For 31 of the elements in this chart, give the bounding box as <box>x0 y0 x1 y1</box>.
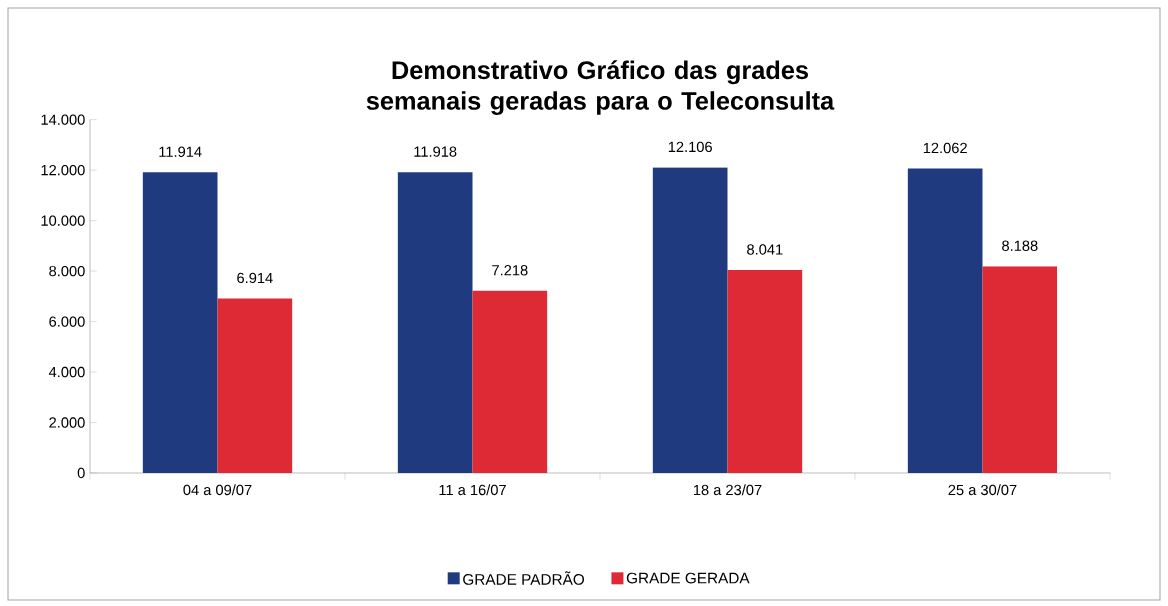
data-label: 11.914 <box>159 146 202 157</box>
y-tick-label: 4.000 <box>48 366 85 378</box>
data-label: 11.918 <box>414 146 457 157</box>
data-label: 12.106 <box>668 141 712 153</box>
bar <box>907 168 983 473</box>
bar <box>727 270 803 473</box>
bar <box>472 290 548 473</box>
y-tick-label: 2.000 <box>49 417 85 428</box>
bar <box>397 172 473 473</box>
bar <box>217 298 293 473</box>
y-tick-label: 14.000 <box>41 114 85 125</box>
data-label: 12.062 <box>923 142 967 154</box>
x-tick-label: 25 a 30/07 <box>948 484 1017 496</box>
bar <box>652 167 728 473</box>
data-label: 8.188 <box>1002 240 1038 251</box>
data-label: 7.218 <box>492 265 528 276</box>
y-tick-label: 8.000 <box>49 265 85 277</box>
chart-title: Demonstrativo Gráfico das grades semanais geradas para o Teleconsulta <box>366 60 835 115</box>
legend-label: GRADE GERADA <box>626 572 750 584</box>
y-tick-label: 10.000 <box>41 215 85 226</box>
x-tick-label: 04 a 09/07 <box>183 484 252 496</box>
x-tick-label: 18 a 23/07 <box>693 484 762 496</box>
bar <box>142 172 218 473</box>
x-tick-label: 11 a 16/07 <box>439 484 506 496</box>
data-label: 8.041 <box>747 244 783 255</box>
bar <box>982 266 1058 473</box>
y-tick-label: 0 <box>77 467 85 479</box>
y-tick-label: 12.000 <box>41 164 85 176</box>
legend-label: GRADE PADRÃO <box>463 571 585 585</box>
y-tick-label: 6.000 <box>49 316 85 327</box>
data-label: 6.914 <box>237 272 273 284</box>
